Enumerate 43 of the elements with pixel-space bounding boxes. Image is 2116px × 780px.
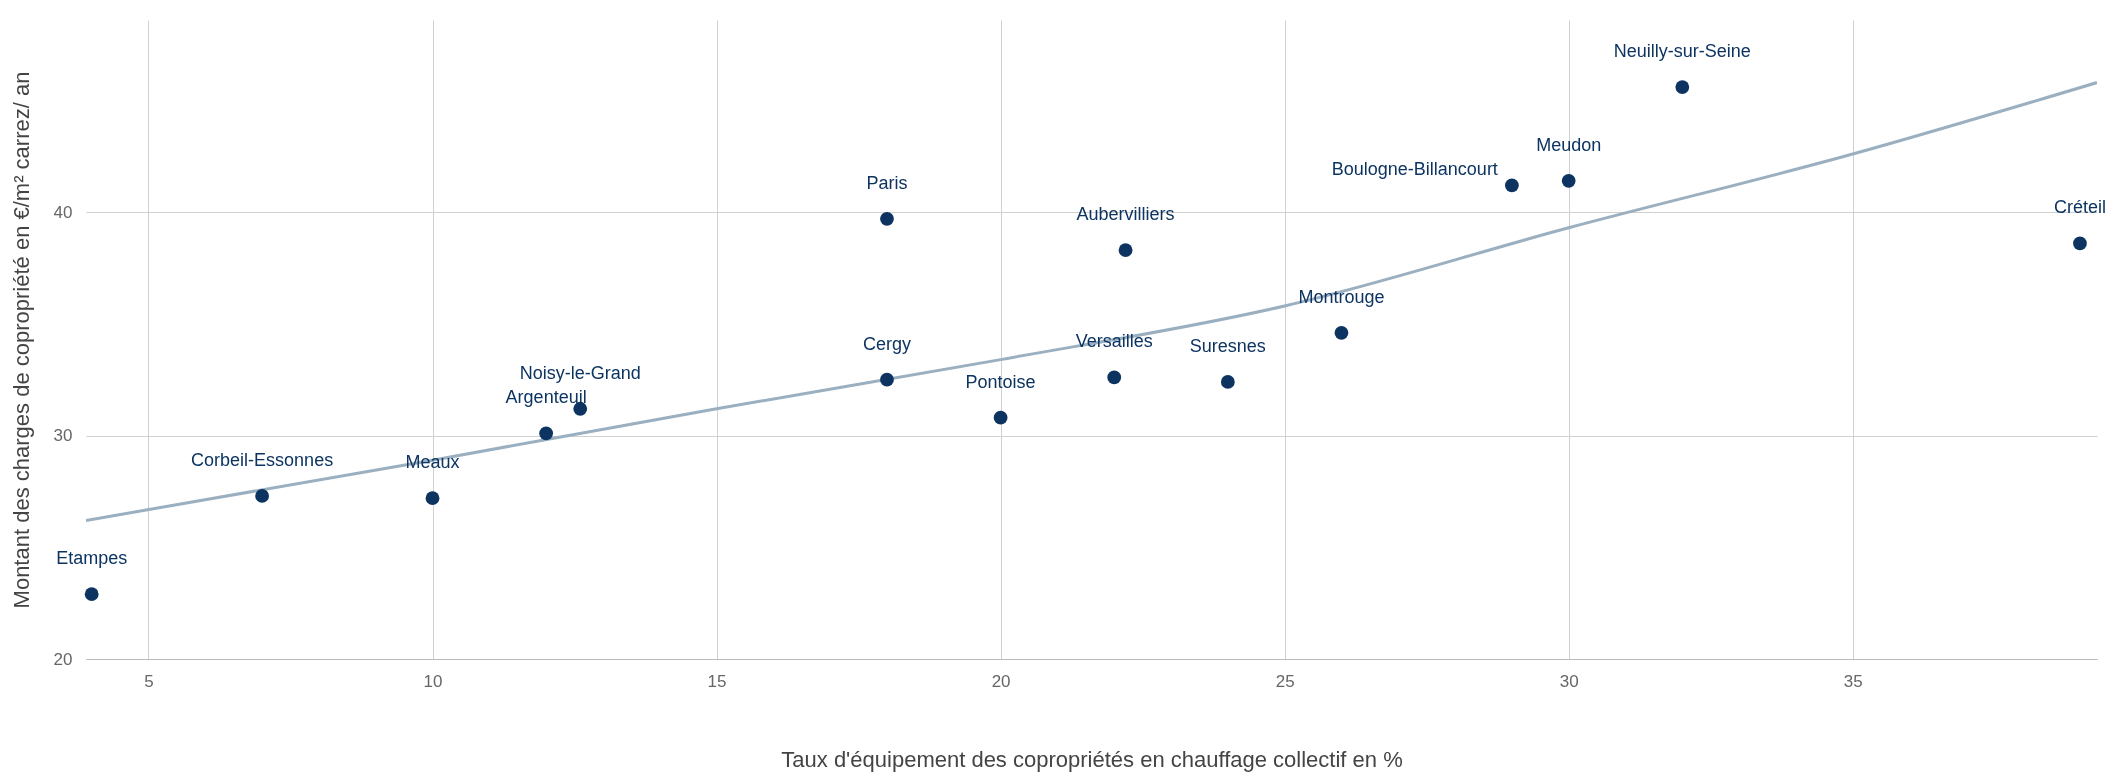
point (1118, 243, 1133, 258)
y-tick-label: 20 (53, 649, 73, 669)
x-tick-label: 20 (991, 671, 1011, 691)
x-tick-label: 25 (1275, 671, 1295, 691)
annotation: Noisy-le-Grand (519, 362, 641, 383)
annotation: Argenteuil (505, 387, 587, 408)
annotation: Neuilly-sur-Seine (1613, 41, 1751, 62)
point (993, 410, 1008, 425)
annotation: Versailles (1075, 331, 1153, 352)
point (880, 211, 894, 226)
point (1220, 375, 1235, 389)
x-tick-label: 15 (707, 671, 727, 691)
point (1504, 178, 1519, 193)
point (84, 587, 99, 602)
x-tick-label: 35 (1843, 671, 1863, 691)
annotation: Pontoise (965, 371, 1036, 392)
annotation: Cergy (862, 333, 911, 354)
point (880, 372, 894, 387)
annotation: Etampes (56, 548, 128, 569)
point (539, 426, 554, 441)
point (1334, 325, 1349, 340)
annotation: Aubervilliers (1076, 204, 1175, 225)
x-tick-label: 5 (144, 671, 154, 691)
annotation: Créteil (2053, 197, 2106, 218)
point (1675, 80, 1690, 94)
point (425, 491, 440, 506)
point (2073, 236, 2087, 251)
x-axis-title: Taux d'équipement des copropriétés en chauffage collectif en % (781, 746, 1403, 772)
y-axis-title: Montant des charges de copropriété en €/m² carrez/ an (8, 71, 34, 609)
point (1561, 173, 1576, 188)
annotation: Montrouge (1298, 286, 1385, 307)
annotation: Meudon (1536, 134, 1602, 155)
point (1107, 370, 1122, 385)
annotation: Paris (866, 172, 908, 193)
x-tick-label: 10 (423, 671, 443, 691)
annotation: Meaux (405, 452, 460, 473)
annotation: Boulogne-Billancourt (1331, 159, 1498, 180)
annotation: Corbeil-Essonnes (191, 449, 334, 470)
x-tick-label: 30 (1559, 671, 1579, 691)
y-tick-label: 40 (53, 202, 73, 222)
annotation: Suresnes (1189, 335, 1266, 356)
point (255, 489, 269, 503)
y-tick-label: 30 (53, 426, 73, 446)
